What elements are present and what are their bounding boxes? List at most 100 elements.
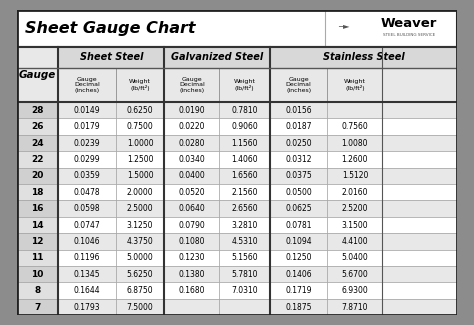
Text: 5.6700: 5.6700 (342, 270, 368, 279)
Bar (219, 135, 270, 151)
Bar (116, 168, 164, 184)
Bar (270, 282, 328, 299)
Text: 0.1094: 0.1094 (285, 237, 312, 246)
Text: 1.5000: 1.5000 (127, 171, 153, 180)
Bar (58, 299, 116, 315)
Text: 5.7810: 5.7810 (231, 270, 258, 279)
Text: 0.6250: 0.6250 (127, 106, 153, 115)
Text: 2.0160: 2.0160 (342, 188, 368, 197)
Text: 1.5120: 1.5120 (342, 171, 368, 180)
Text: 3.1250: 3.1250 (127, 221, 153, 229)
Bar (17, 201, 58, 217)
Text: 1.4060: 1.4060 (231, 155, 258, 164)
Bar (116, 118, 164, 135)
Text: 0.1046: 0.1046 (74, 237, 100, 246)
Text: 1.2600: 1.2600 (342, 155, 368, 164)
Bar (164, 118, 219, 135)
Bar (328, 68, 383, 102)
Text: 0.0299: 0.0299 (74, 155, 100, 164)
Text: 7.8710: 7.8710 (342, 303, 368, 312)
Bar (17, 266, 58, 282)
Text: Weight
(lb/ft²): Weight (lb/ft²) (344, 79, 366, 91)
Bar (17, 102, 58, 118)
Text: 4.3750: 4.3750 (127, 237, 154, 246)
Bar (270, 47, 457, 68)
Text: 12: 12 (31, 237, 44, 246)
Bar (116, 282, 164, 299)
Text: 22: 22 (31, 155, 44, 164)
Text: 0.1196: 0.1196 (74, 254, 100, 262)
Bar (383, 118, 457, 135)
Bar (17, 184, 58, 201)
Bar (219, 217, 270, 233)
Text: 6.8750: 6.8750 (127, 286, 153, 295)
Bar (164, 217, 219, 233)
Bar (58, 217, 116, 233)
Text: Galvanized Steel: Galvanized Steel (171, 52, 263, 62)
Bar (383, 250, 457, 266)
Bar (17, 118, 58, 135)
Bar (219, 68, 270, 102)
Bar (383, 68, 457, 102)
Bar (58, 151, 116, 168)
Text: Gauge: Gauge (19, 70, 56, 80)
Bar (116, 201, 164, 217)
Text: Gauge
Decimal
(inches): Gauge Decimal (inches) (179, 77, 205, 93)
Text: 10: 10 (31, 270, 44, 279)
Bar (383, 151, 457, 168)
Bar (17, 250, 58, 266)
Text: 0.0790: 0.0790 (178, 221, 205, 229)
Text: 0.1345: 0.1345 (74, 270, 100, 279)
Bar (328, 151, 383, 168)
Text: Gauge
Decimal
(inches): Gauge Decimal (inches) (74, 77, 100, 93)
Bar (164, 184, 219, 201)
Bar (270, 201, 328, 217)
Bar (116, 135, 164, 151)
Text: 8: 8 (35, 286, 41, 295)
Bar (383, 201, 457, 217)
Text: 0.1080: 0.1080 (179, 237, 205, 246)
Bar (116, 184, 164, 201)
Bar (164, 233, 219, 250)
Text: Sheet Gauge Chart: Sheet Gauge Chart (26, 21, 196, 36)
Bar (116, 233, 164, 250)
Text: 5.6250: 5.6250 (127, 270, 153, 279)
Text: 24: 24 (31, 138, 44, 148)
Text: 0.0359: 0.0359 (74, 171, 100, 180)
Bar (58, 250, 116, 266)
Text: 18: 18 (31, 188, 44, 197)
Text: 0.0640: 0.0640 (178, 204, 205, 213)
Bar (164, 266, 219, 282)
Text: 4.5310: 4.5310 (231, 237, 258, 246)
Text: Gauge
Decimal
(inches): Gauge Decimal (inches) (286, 77, 311, 93)
Text: Weight
(lb/ft²): Weight (lb/ft²) (234, 79, 255, 91)
Text: 0.1793: 0.1793 (74, 303, 100, 312)
Bar (383, 233, 457, 250)
Text: 28: 28 (31, 106, 44, 115)
Text: 0.7810: 0.7810 (231, 106, 258, 115)
Text: 7.0310: 7.0310 (231, 286, 258, 295)
Text: Weight
(lb/ft²): Weight (lb/ft²) (129, 79, 151, 91)
Bar (58, 168, 116, 184)
Text: 1.6560: 1.6560 (231, 171, 258, 180)
Bar (17, 299, 58, 315)
Bar (219, 282, 270, 299)
Text: 5.0000: 5.0000 (127, 254, 154, 262)
Text: 0.0747: 0.0747 (74, 221, 100, 229)
Text: Stainless Steel: Stainless Steel (323, 52, 405, 62)
Bar (219, 151, 270, 168)
Text: 0.0478: 0.0478 (74, 188, 100, 197)
Bar (58, 233, 116, 250)
Bar (328, 201, 383, 217)
Bar (116, 217, 164, 233)
Text: ─►: ─► (338, 21, 350, 30)
Text: 0.1230: 0.1230 (179, 254, 205, 262)
Text: 1.1560: 1.1560 (231, 138, 258, 148)
Bar (116, 68, 164, 102)
Bar (328, 118, 383, 135)
Text: 0.1680: 0.1680 (179, 286, 205, 295)
Text: 6.9300: 6.9300 (342, 286, 368, 295)
Bar (58, 68, 116, 102)
Bar (270, 299, 328, 315)
Text: 2.0000: 2.0000 (127, 188, 153, 197)
